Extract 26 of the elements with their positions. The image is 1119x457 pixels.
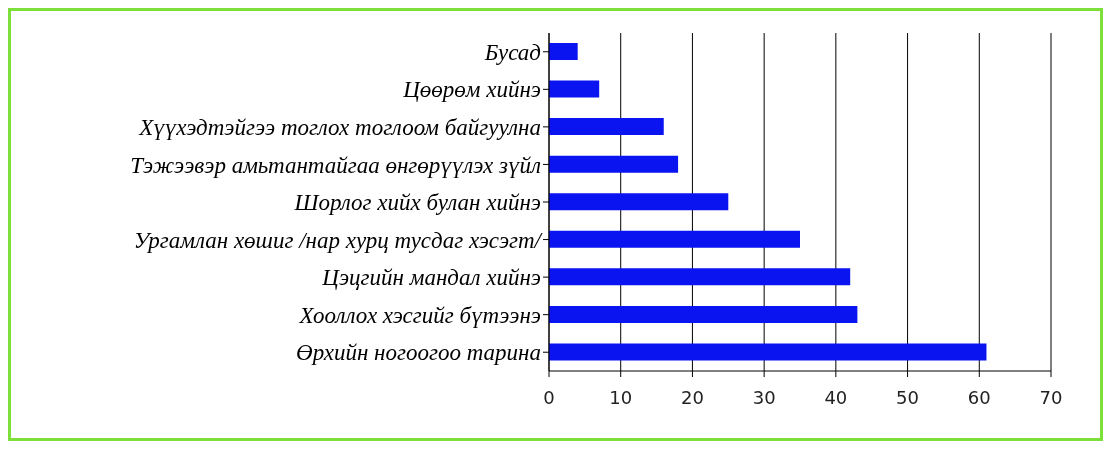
bar	[549, 118, 664, 136]
bar	[549, 43, 578, 60]
x-tick-label: 10	[609, 386, 633, 408]
x-tick-label: 50	[896, 386, 920, 408]
y-tick-label: Шорлог хийх булан хийнэ	[293, 190, 541, 216]
x-tick-label: 30	[752, 386, 776, 408]
x-tick-label: 0	[543, 386, 555, 408]
y-tick-label: Цөөрөм хийнэ	[402, 77, 541, 103]
y-tick-label: Хүүхэдтэйгээ тоглох тоглоом байгуулна	[138, 115, 541, 141]
bar	[549, 343, 987, 361]
bar	[549, 155, 679, 173]
x-tick-label: 70	[1039, 386, 1063, 408]
x-tick-label: 60	[967, 386, 991, 408]
y-tick-label: Бусад	[483, 39, 541, 65]
y-tick-label: Тэжээвэр амьтантайгаа өнгөрүүлэх зүйл	[130, 152, 541, 178]
bar	[549, 268, 851, 286]
x-tick-label: 20	[680, 386, 704, 408]
bar	[549, 80, 600, 98]
bar	[549, 193, 729, 211]
x-tick-label: 40	[824, 386, 848, 408]
y-tick-label: Цэцгийн мандал хийнэ	[321, 265, 541, 291]
bar	[549, 305, 858, 323]
y-tick-label: Өрхийн ногоогоо тарина	[296, 340, 541, 366]
y-tick-label: Ургамлан хөшиг /нар хурц тусдаг хэсэгт/	[133, 227, 544, 253]
bar	[549, 230, 800, 248]
y-tick-label: Хооллох хэсгийг бүтээнэ	[298, 302, 541, 328]
